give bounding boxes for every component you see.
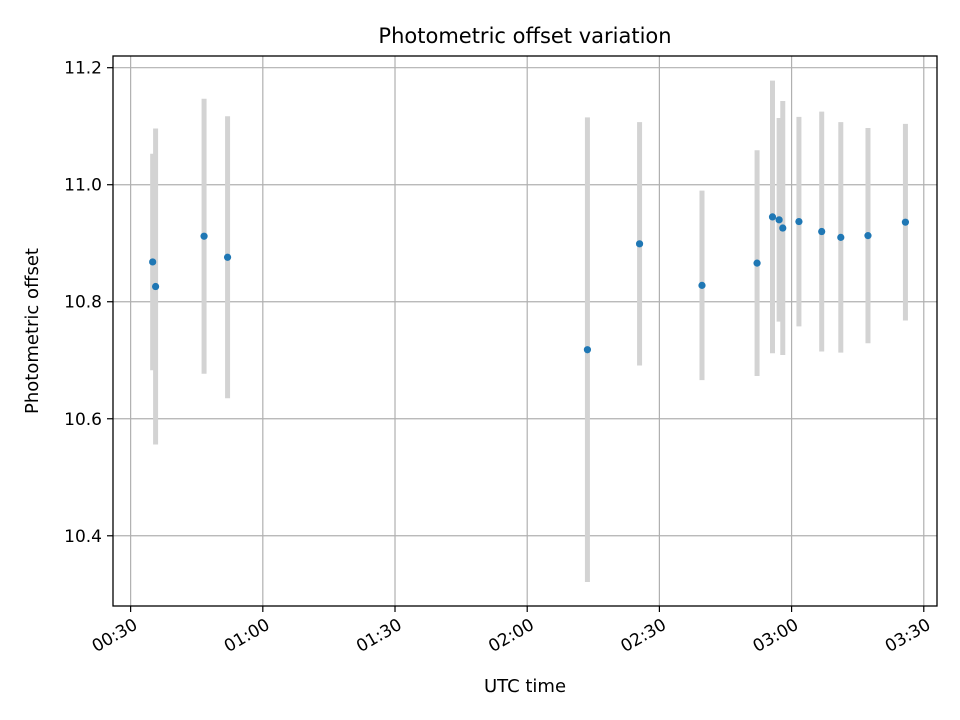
data-points	[149, 213, 910, 354]
data-point	[779, 224, 787, 232]
data-point	[775, 216, 783, 224]
data-point	[151, 282, 160, 291]
y-tick-label: 11.0	[64, 176, 102, 196]
data-point	[635, 240, 644, 248]
data-point	[698, 281, 706, 289]
data-point	[223, 253, 232, 261]
data-point	[795, 217, 803, 226]
data-point	[837, 233, 845, 241]
y-tick-label: 11.2	[64, 59, 102, 79]
data-point	[149, 258, 157, 266]
y-axis-label: Photometric offset	[22, 248, 43, 414]
y-tick-label: 10.6	[64, 410, 102, 430]
chart-title: Photometric offset variation	[378, 24, 671, 48]
data-point	[583, 346, 592, 354]
data-point	[200, 232, 208, 240]
data-point	[901, 218, 910, 226]
grid	[113, 56, 937, 606]
y-tick-label: 10.8	[64, 293, 102, 313]
data-point	[864, 232, 872, 240]
y-tick-label: 10.4	[64, 527, 102, 547]
data-point	[768, 213, 777, 221]
data-point	[753, 259, 761, 267]
data-point	[818, 227, 826, 236]
plot-frame	[112, 55, 938, 607]
x-axis-label: UTC time	[484, 676, 566, 697]
